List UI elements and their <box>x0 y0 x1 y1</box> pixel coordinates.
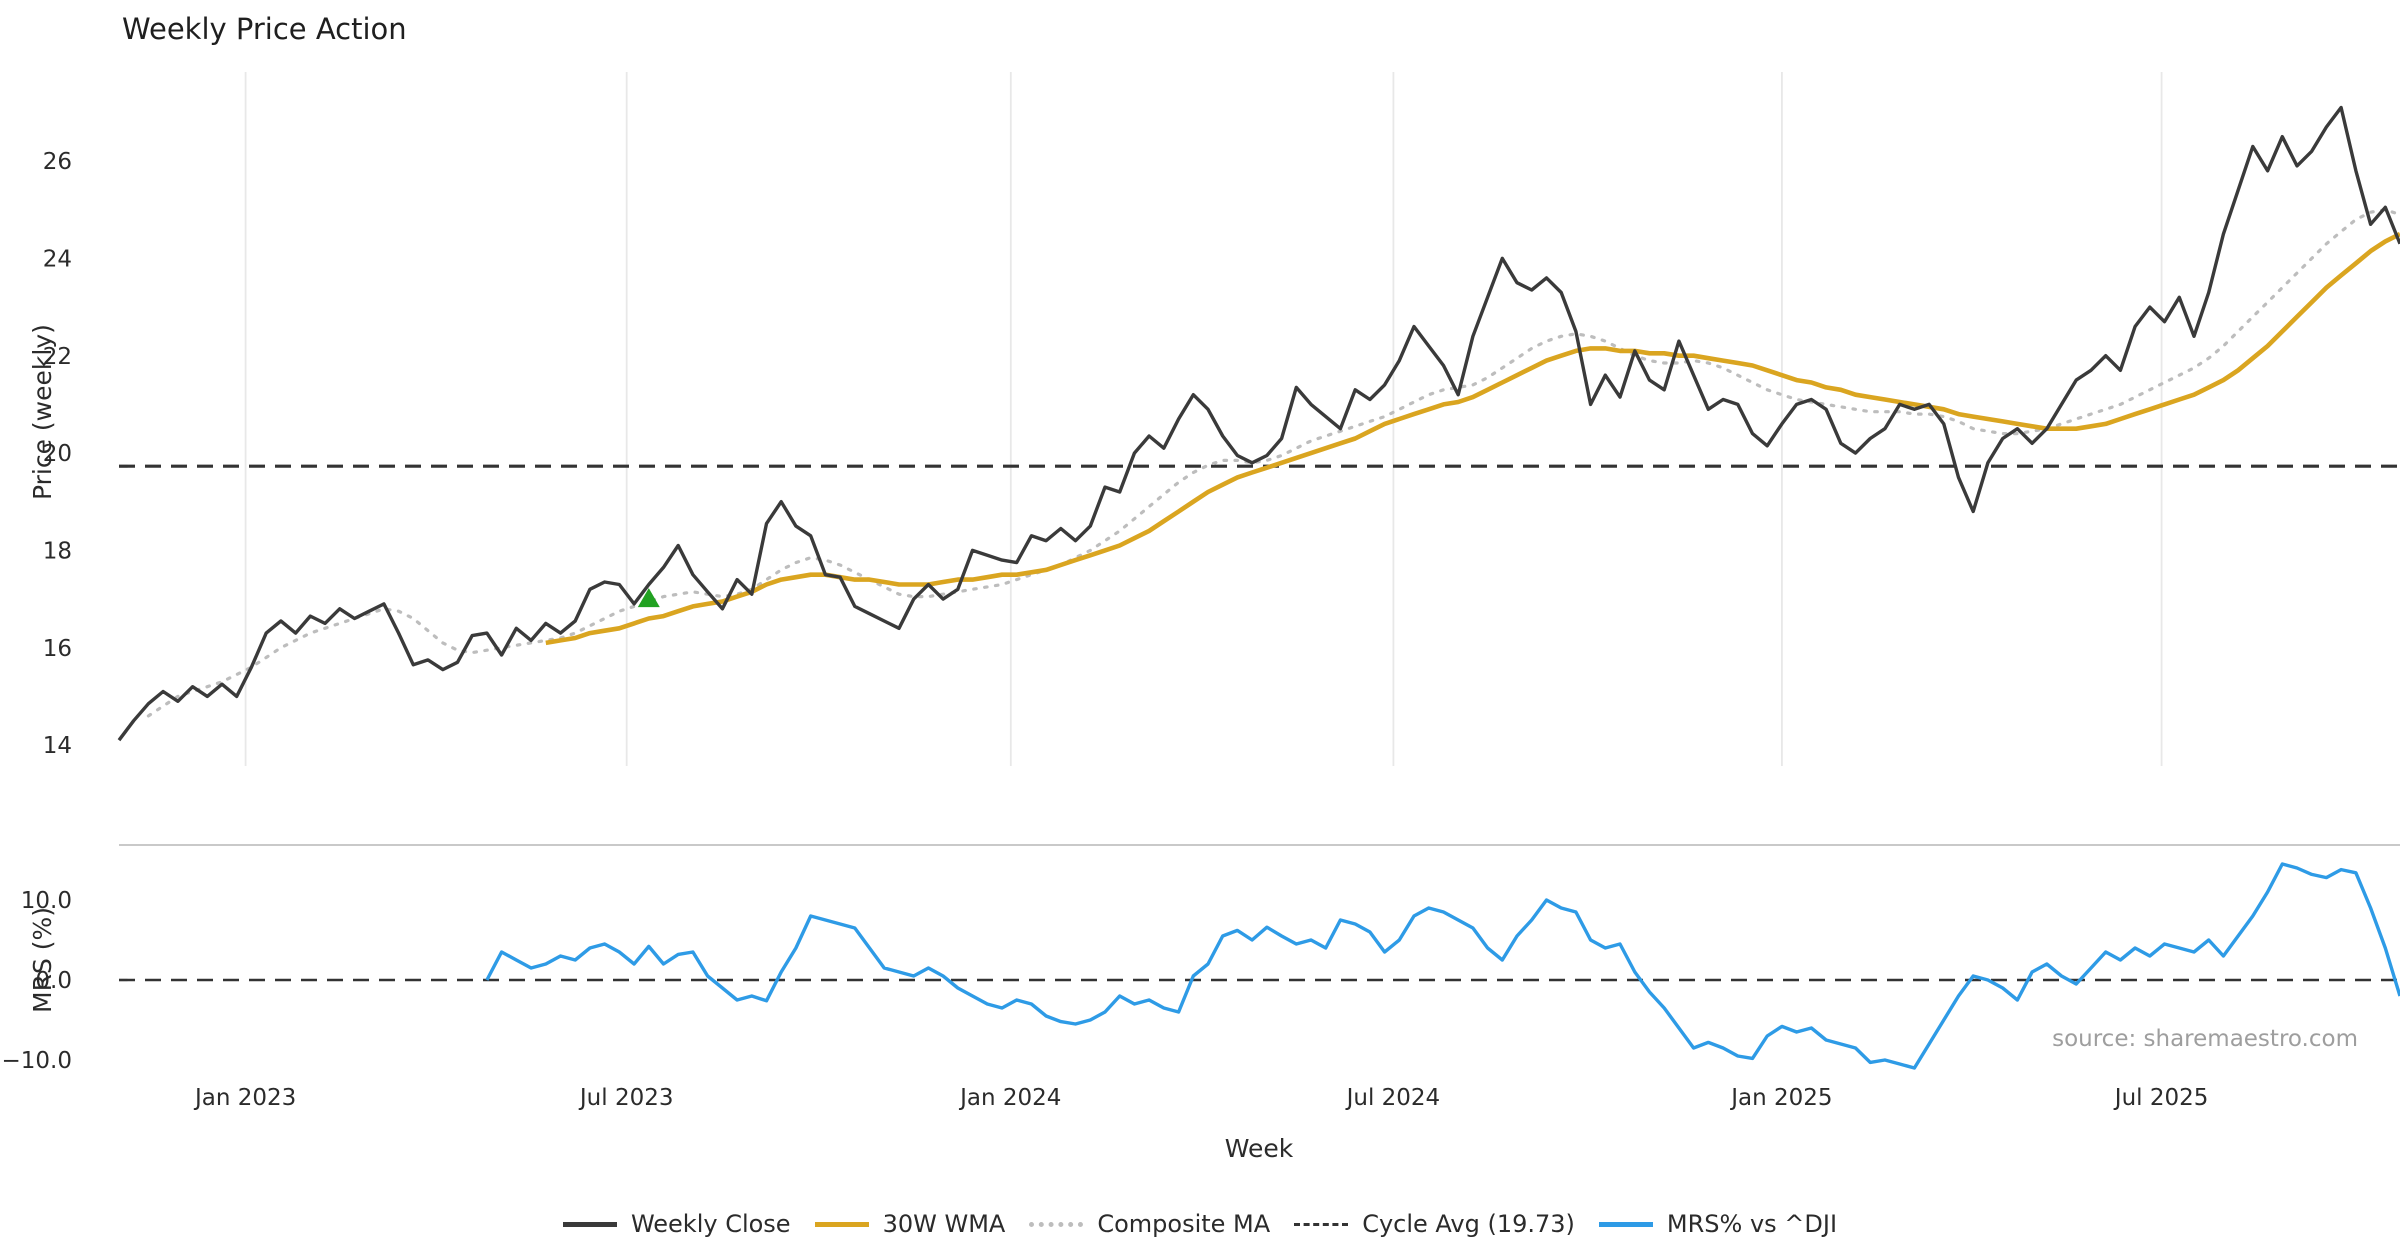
series-wma-30 <box>545 232 2400 646</box>
legend-label-cycle-avg: Cycle Avg (19.73) <box>1362 1210 1575 1238</box>
price-axis-label: Price (weekly) <box>28 324 57 500</box>
series-weekly-close <box>117 105 2400 742</box>
legend-swatch-cycle-avg-line <box>1294 1222 1349 1226</box>
legend-swatch-30w-wma-line <box>814 1221 869 1227</box>
legend-item-composite-ma: Composite MA <box>1029 1210 1270 1238</box>
y-tick-label: 18 <box>43 538 72 564</box>
x-tick-label: Jan 2023 <box>193 1085 296 1111</box>
legend-item-weekly-close: Weekly Close <box>562 1210 791 1238</box>
y-tick-label: 16 <box>43 636 72 662</box>
series-mrs-dji <box>485 862 2400 1070</box>
y-tick-label: 10.0 <box>21 888 72 914</box>
legend-item-mrs-dji: MRS% vs ^DJI <box>1598 1210 1838 1238</box>
legend-label-mrs-dji: MRS% vs ^DJI <box>1666 1210 1838 1238</box>
legend-swatch-mrs-dji-line <box>1598 1221 1653 1227</box>
source-credit: source: sharemaestro.com <box>2052 1026 2358 1052</box>
x-tick-label: Jan 2025 <box>1729 1085 1832 1111</box>
y-tick-label: 14 <box>43 733 72 759</box>
legend-label-30w-wma: 30W WMA <box>882 1210 1006 1238</box>
legend-label-weekly-close: Weekly Close <box>630 1210 791 1238</box>
legend-label-composite-ma: Composite MA <box>1097 1210 1271 1238</box>
mrs-axis-label: MRS (%) <box>28 906 57 1013</box>
legend-swatch-weekly-close-line <box>562 1221 617 1227</box>
x-tick-label: Jul 2023 <box>578 1085 674 1111</box>
x-tick-label: Jan 2024 <box>958 1085 1061 1111</box>
y-tick-label: 20 <box>43 441 72 467</box>
signal-triangle-marker <box>637 588 660 608</box>
legend-item-30w-wma: 30W WMA <box>814 1210 1006 1238</box>
x-axis-label: Week <box>1224 1134 1294 1163</box>
legend-swatch-composite-ma-line <box>1029 1221 1084 1227</box>
chart-legend: Weekly Close 30W WMA Composite MA Cycle … <box>0 1210 2400 1238</box>
legend-item-cycle-avg: Cycle Avg (19.73) <box>1294 1210 1575 1238</box>
x-tick-label: Jul 2024 <box>1345 1085 1441 1111</box>
y-tick-label: 26 <box>43 149 72 175</box>
y-tick-label: 22 <box>43 344 72 370</box>
chart-title: Weekly Price Action <box>122 12 407 46</box>
y-tick-label: 0.0 <box>35 968 72 994</box>
y-tick-label: −10.0 <box>2 1048 72 1074</box>
x-tick-label: Jul 2025 <box>2113 1085 2209 1111</box>
y-tick-label: 24 <box>43 246 72 272</box>
series-composite-ma <box>146 208 2400 718</box>
